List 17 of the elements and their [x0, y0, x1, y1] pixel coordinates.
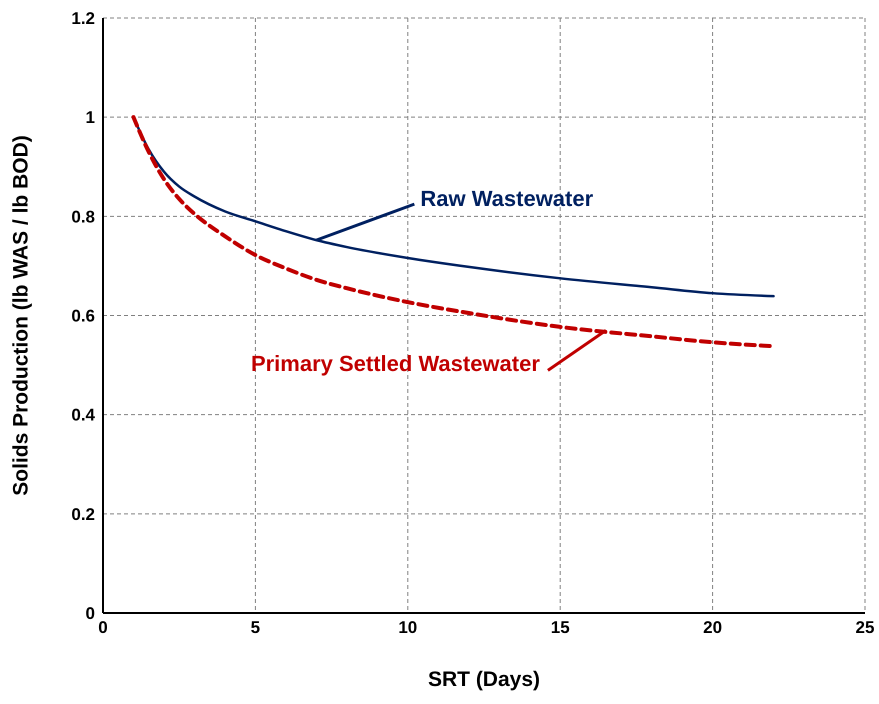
y-tick-label: 0.8 — [71, 207, 95, 226]
x-tick-label: 25 — [856, 618, 874, 638]
x-axis-title: SRT (Days) — [428, 668, 540, 691]
x-tick-label: 10 — [398, 618, 418, 638]
y-tick-label: 0.6 — [71, 306, 95, 326]
annotation: Primary Settled Wastewater — [250, 351, 540, 376]
x-tick-label: 0 — [98, 618, 108, 638]
y-axis-title: Solids Production (lb WAS / lb BOD) — [9, 135, 32, 496]
y-tick-label: 0.2 — [71, 504, 95, 524]
y-tick-label: 1.2 — [71, 9, 95, 28]
y-tick-label: 0 — [86, 604, 95, 624]
x-tick-label: 5 — [250, 618, 260, 638]
y-tick-label: 1 — [86, 108, 95, 128]
x-tick-label: 15 — [550, 618, 570, 638]
annotation: Raw Wastewater — [420, 186, 594, 211]
x-tick-label: 20 — [703, 618, 722, 638]
y-tick-label: 0.4 — [71, 406, 96, 425]
